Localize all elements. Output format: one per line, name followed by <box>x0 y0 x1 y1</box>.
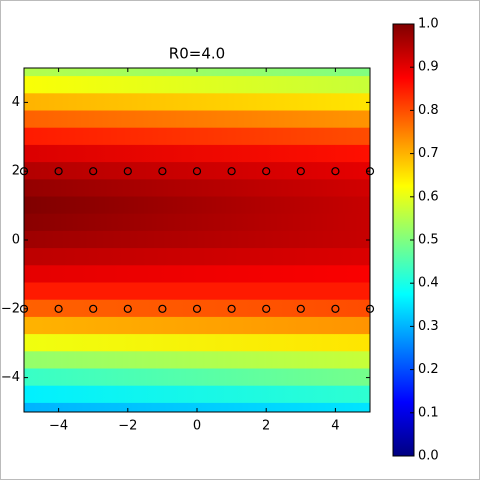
colorbar-tick-label: 0.0 <box>418 449 439 464</box>
heatmap-row <box>24 144 370 164</box>
y-tick-label: −4 <box>1 370 20 385</box>
heatmap-row <box>24 68 370 78</box>
heatmap-row <box>24 213 370 232</box>
marker <box>296 167 305 176</box>
y-tick-label: −2 <box>1 301 20 316</box>
x-tick-label: 2 <box>262 419 270 434</box>
heatmap-row <box>24 334 370 353</box>
marker <box>227 167 236 176</box>
y-tick-label: 2 <box>12 164 20 179</box>
heatmap-row <box>24 230 370 250</box>
x-tick-label: −2 <box>118 419 137 434</box>
marker <box>262 167 271 176</box>
marker <box>123 167 132 176</box>
heatmap-row <box>24 368 370 387</box>
colorbar-tick-label: 0.4 <box>418 276 439 291</box>
y-tick-label: 4 <box>12 95 20 110</box>
x-tick-label: 0 <box>193 419 201 434</box>
colorbar-tick-label: 0.1 <box>418 405 439 420</box>
heatmap-row <box>24 316 370 336</box>
marker <box>158 167 167 176</box>
heatmap-row <box>24 385 370 404</box>
colorbar-tick-label: 0.8 <box>418 103 439 118</box>
heatmap-row <box>24 299 370 318</box>
heatmap-row <box>24 351 370 370</box>
marker <box>192 167 202 176</box>
marker <box>192 304 202 313</box>
marker <box>227 304 236 313</box>
heatmap-row <box>24 265 370 284</box>
colorbar-tick-label: 0.5 <box>418 233 439 248</box>
marker <box>262 304 271 313</box>
heatmap-row <box>24 93 370 112</box>
colorbar-tick-label: 0.3 <box>418 319 439 334</box>
heatmap-row <box>24 179 370 198</box>
heatmap-row <box>24 282 370 301</box>
marker <box>89 167 98 176</box>
marker <box>54 304 63 313</box>
heatmap-row <box>24 248 370 267</box>
marker <box>331 304 340 313</box>
marker <box>158 304 167 313</box>
colorbar-tick-label: 0.9 <box>418 60 439 75</box>
heatmap-row <box>24 127 370 146</box>
colorbar-tick-label: 0.2 <box>418 362 439 377</box>
x-tick-label: −4 <box>49 419 68 434</box>
y-tick-label: 0 <box>12 233 20 248</box>
x-tick-label: 4 <box>331 419 339 434</box>
heatmap-row <box>24 76 370 95</box>
colorbar-tick-label: 1.0 <box>418 17 439 32</box>
marker <box>296 304 305 313</box>
colorbar-tick-label: 0.6 <box>418 189 439 204</box>
heatmap-row <box>24 196 370 215</box>
heatmap <box>24 68 370 412</box>
chart-title: R0=4.0 <box>169 45 225 63</box>
marker <box>331 167 340 176</box>
heatmap-row <box>24 110 370 129</box>
marker <box>89 304 98 313</box>
heatmap-row <box>24 402 370 412</box>
marker <box>123 304 132 313</box>
marker <box>54 167 63 176</box>
colorbar-tick-label: 0.7 <box>418 146 439 161</box>
heatmap-row <box>24 162 370 181</box>
